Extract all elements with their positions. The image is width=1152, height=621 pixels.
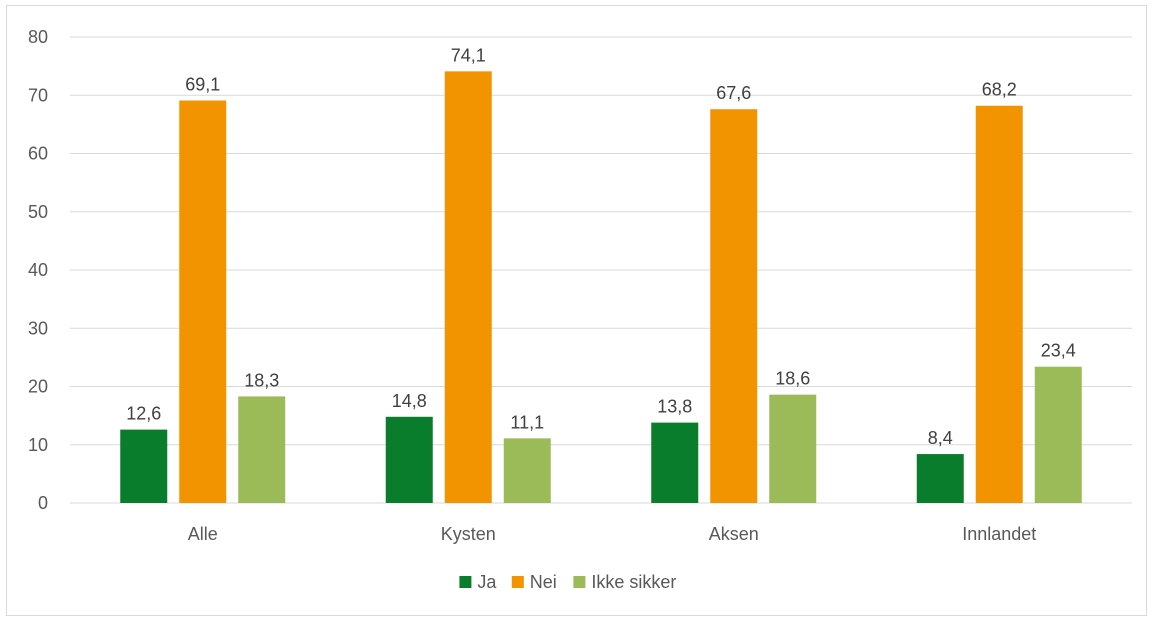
legend-swatch <box>573 576 586 588</box>
data-label: 67,6 <box>716 83 751 103</box>
y-tick-label: 30 <box>28 318 48 338</box>
bar <box>769 394 817 503</box>
x-tick-label: Alle <box>188 524 218 544</box>
data-label: 14,8 <box>392 391 427 411</box>
y-tick-label: 40 <box>28 260 48 280</box>
bar <box>710 109 758 503</box>
data-label: 13,8 <box>657 397 692 417</box>
data-label: 18,3 <box>244 370 279 390</box>
y-tick-label: 50 <box>28 202 48 222</box>
bar <box>385 416 433 503</box>
x-tick-label: Innlandet <box>962 524 1036 544</box>
bar <box>1034 366 1082 503</box>
y-tick-label: 20 <box>28 377 48 397</box>
data-label: 18,6 <box>775 369 810 389</box>
y-tick-label: 0 <box>38 493 48 513</box>
bar <box>975 105 1023 504</box>
data-label: 8,4 <box>928 428 953 448</box>
data-label: 11,1 <box>510 412 544 432</box>
legend-label: Ikke sikker <box>591 572 676 592</box>
x-tick-label: Kysten <box>441 524 496 544</box>
data-label: 69,1 <box>185 74 220 94</box>
legend-swatch <box>511 576 524 588</box>
bar <box>238 396 286 503</box>
bar <box>503 438 551 503</box>
x-tick-label: Aksen <box>709 524 759 544</box>
bar <box>120 429 168 503</box>
legend-label: Ja <box>477 572 497 592</box>
chart-frame <box>6 5 1147 616</box>
bar <box>916 454 964 503</box>
y-tick-label: 60 <box>28 144 48 164</box>
bar <box>444 71 492 504</box>
legend-label: Nei <box>530 572 557 592</box>
data-label: 68,2 <box>982 80 1017 100</box>
bar <box>179 100 227 504</box>
y-tick-label: 70 <box>28 85 48 105</box>
y-tick-label: 10 <box>28 435 48 455</box>
data-label: 74,1 <box>451 45 486 65</box>
data-label: 23,4 <box>1041 341 1076 361</box>
legend-swatch <box>459 576 472 588</box>
bar <box>651 422 699 503</box>
data-label: 12,6 <box>126 404 161 424</box>
y-tick-label: 80 <box>28 27 48 47</box>
